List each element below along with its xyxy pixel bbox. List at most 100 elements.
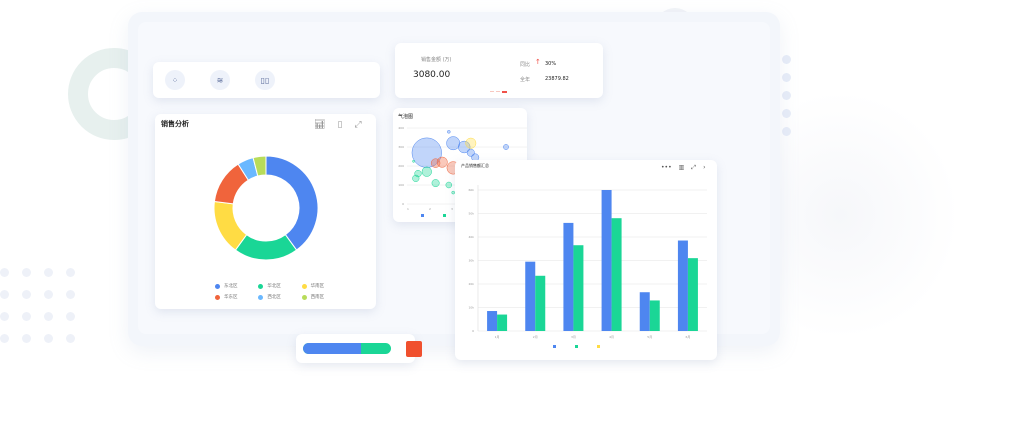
bubble <box>431 179 440 188</box>
legend-dot <box>301 283 307 289</box>
apps-icon[interactable]: ⁘ <box>165 70 185 90</box>
legend-marker <box>553 345 556 348</box>
y-tick-label: 100 <box>398 183 404 187</box>
y-tick-label: 30k <box>468 259 474 263</box>
expand-icon[interactable]: ⤢ <box>354 120 362 130</box>
devices-icon[interactable]: ▯▯ <box>255 70 275 90</box>
decor-dot <box>782 55 791 64</box>
legend-item[interactable]: 西南区 <box>301 294 345 300</box>
decor-dot <box>22 268 31 277</box>
x-tick-label: 6月 <box>685 335 690 339</box>
bubble <box>421 166 432 177</box>
x-tick-label: 1 <box>407 207 409 211</box>
decor-dot <box>22 312 31 321</box>
y-tick-label: 0 <box>472 329 474 333</box>
decor-dot <box>22 334 31 343</box>
bar <box>535 275 546 331</box>
decor-dot <box>66 268 75 277</box>
legend-marker <box>575 345 578 348</box>
bar-chart-icon[interactable]: ▥ <box>678 164 685 171</box>
donut-segment <box>265 155 319 251</box>
bar <box>677 240 688 331</box>
y-tick-label: 40k <box>468 235 474 239</box>
bubble <box>503 144 509 150</box>
bar <box>601 190 612 331</box>
yoy-label: 同比 <box>520 62 531 68</box>
decor-dot <box>44 334 53 343</box>
bar <box>497 314 508 331</box>
bar-chart-card: 产品销售额汇总 ••• ▥ ⤢ › 0 10k 20k 30k 40k 50k 60k 1月 2月 3月… <box>455 160 717 360</box>
legend-dot <box>301 294 307 300</box>
x-tick-label: 5月 <box>647 335 652 339</box>
year-label: 全年 <box>520 77 531 83</box>
kpi-card: 销售金额 (万) 3080.00 同比 ↑ 30% 全年 23879.82 <box>395 43 603 98</box>
y-tick-label: 50k <box>468 212 474 216</box>
device-icon[interactable]: ▯ <box>337 120 343 130</box>
legend-marker <box>597 345 600 348</box>
legend-item[interactable]: 西北区 <box>258 294 301 300</box>
chevron-right-icon[interactable]: › <box>703 164 706 171</box>
legend-item[interactable]: 华北区 <box>258 283 301 289</box>
y-tick-label: 400 <box>398 126 404 130</box>
legend-item[interactable]: 华东区 <box>215 294 258 300</box>
kpi-value: 3080.00 <box>413 70 451 80</box>
donut-segment <box>252 155 267 177</box>
y-tick-label: 200 <box>398 164 404 168</box>
bubble <box>451 190 455 195</box>
decor-dot <box>66 334 75 343</box>
pager[interactable] <box>490 91 507 93</box>
decor-dot <box>0 268 9 277</box>
arrow-up-icon: ↑ <box>535 58 541 66</box>
progress-bar <box>303 343 391 354</box>
legend-label: 西南区 <box>310 295 325 300</box>
bar <box>687 258 698 331</box>
legend-dot <box>215 294 220 300</box>
sales-analysis-card: 销售分析 📊︎ ▯ ⤢ 东北区 华北区 华南区 华东区 西北区 西南区 <box>155 114 376 309</box>
legend-marker <box>443 214 446 217</box>
legend-item[interactable]: 华南区 <box>301 283 345 289</box>
x-tick-label: 1月 <box>495 335 500 339</box>
bubble <box>445 181 453 189</box>
legend-item[interactable]: 东北区 <box>215 283 258 289</box>
legend-label: 华东区 <box>224 295 238 300</box>
decor-dot <box>44 268 53 277</box>
kpi-label: 销售金额 (万) <box>421 57 452 63</box>
decor-dot <box>44 290 53 299</box>
donut-segment <box>234 233 298 261</box>
bubble <box>412 174 420 182</box>
decor-dot <box>782 109 791 118</box>
legend-dot <box>258 283 264 289</box>
decor-dot <box>66 312 75 321</box>
bar <box>487 311 498 331</box>
bubble <box>446 136 461 151</box>
decor-dot <box>22 290 31 299</box>
bubble <box>412 159 415 163</box>
y-tick-label: 300 <box>398 145 404 149</box>
bar-chart-icon[interactable]: 📊︎ <box>314 120 326 130</box>
decor-dot <box>66 290 75 299</box>
expand-icon[interactable]: ⤢ <box>691 164 697 171</box>
x-tick-label: 2 <box>429 207 431 211</box>
bar <box>573 245 584 331</box>
x-tick-label: 3月 <box>571 335 576 339</box>
progress-card <box>296 334 422 363</box>
y-tick-label: 10k <box>468 306 474 310</box>
bar-title: 产品销售额汇总 <box>461 163 489 168</box>
year-value: 23879.82 <box>545 76 569 82</box>
legend-label: 东北区 <box>224 284 238 289</box>
layers-icon[interactable]: ≋ <box>210 70 230 90</box>
decor-dot <box>782 73 791 82</box>
decor-dot <box>782 91 791 100</box>
color-swatch[interactable] <box>406 341 422 357</box>
legend-label: 华南区 <box>310 284 325 289</box>
x-tick-label: 3 <box>451 207 453 211</box>
bar <box>563 222 574 331</box>
legend-dot <box>258 294 264 300</box>
bubble <box>436 156 448 168</box>
donut-legend: 东北区 华北区 华南区华东区 西北区 西南区 <box>215 283 345 300</box>
legend-marker <box>421 214 424 217</box>
more-icon[interactable]: ••• <box>661 164 672 171</box>
icon-toolbar: ⁘ ≋ ▯▯ <box>153 62 380 98</box>
bar <box>639 292 650 331</box>
y-tick-label: 60k <box>468 188 474 192</box>
